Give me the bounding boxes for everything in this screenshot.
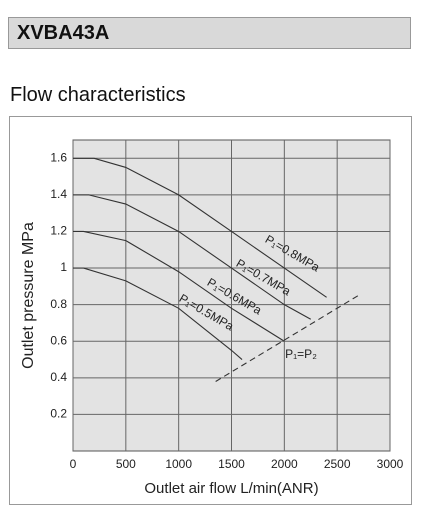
y-tick-label: 0.2: [50, 407, 67, 421]
header-title: XVBA43A: [17, 22, 110, 44]
x-tick-label: 1500: [218, 457, 245, 471]
y-tick-label: 0.8: [50, 297, 67, 311]
chart-title: Flow characteristics: [10, 84, 186, 106]
y-tick-label: 0.4: [50, 370, 67, 384]
series-line: [73, 267, 243, 360]
series-line: [73, 157, 327, 298]
x-tick-label: 2500: [324, 457, 351, 471]
y-tick-label: 1: [60, 260, 67, 274]
x-axis-label: Outlet air flow L/min(ANR): [144, 480, 318, 497]
series-line: [73, 230, 285, 342]
x-tick-label: 2000: [271, 457, 298, 471]
y-tick-label: 0.6: [50, 333, 67, 347]
x-tick-label: 1000: [165, 457, 192, 471]
chart: 0.2 0.4 0.6 0.8 1 1.2 1.4 1.6 0 500 1000 1500 2000 25…: [9, 116, 412, 505]
y-tick-label: 1.4: [50, 187, 67, 201]
y-tick-label: 1.2: [50, 224, 67, 238]
header-box: XVBA43A: [8, 17, 411, 49]
x-tick-label: 3000: [377, 457, 404, 471]
x-tick-label: 0: [70, 457, 77, 471]
x-tick-label: 500: [116, 457, 136, 471]
y-tick-label: 1.6: [50, 150, 67, 164]
series-label: P₁=P₂: [285, 347, 317, 361]
y-axis-label: Outlet pressure MPa: [20, 222, 37, 369]
series-line: [215, 295, 359, 382]
series-line: [73, 194, 312, 320]
